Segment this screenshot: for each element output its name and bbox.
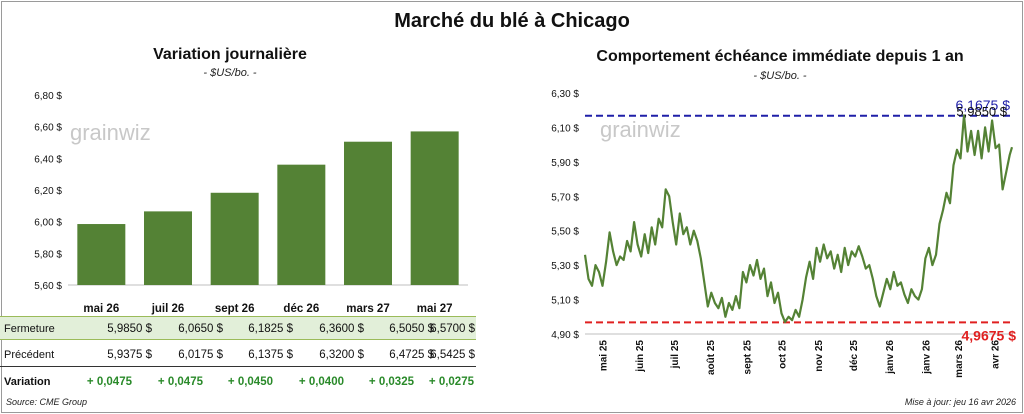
previous-row: Précédent 5,9375 $ 6,0175 $ 6,1375 $ 6,3… bbox=[0, 343, 476, 367]
y-tick-label: 5,30 $ bbox=[551, 261, 579, 272]
x-category-label: juil 26 bbox=[151, 303, 185, 315]
previous-row-label: Précédent bbox=[4, 349, 55, 361]
y-tick-label: 5,90 $ bbox=[551, 158, 579, 169]
bar-chart-unit: - $US/bo. - bbox=[203, 67, 257, 79]
x-category-label: déc 26 bbox=[283, 303, 319, 315]
close-cell: 6,5050 $ bbox=[389, 323, 434, 335]
y-tick-label: 5,10 $ bbox=[551, 296, 579, 307]
y-tick-label: 5,70 $ bbox=[551, 192, 579, 203]
previous-cell: 5,9375 $ bbox=[107, 349, 152, 361]
x-tick-label: mars 26 bbox=[954, 340, 965, 378]
max-label: 6,1675 $ bbox=[956, 97, 1011, 113]
y-tick-label: 6,40 $ bbox=[34, 154, 62, 165]
bar bbox=[144, 211, 192, 285]
y-tick-label: 6,30 $ bbox=[551, 89, 579, 100]
previous-cell: 6,4725 $ bbox=[389, 349, 434, 361]
x-tick-label: nov 25 bbox=[814, 340, 825, 372]
y-tick-label: 6,60 $ bbox=[34, 123, 62, 134]
min-label: 4,9675 $ bbox=[962, 327, 1017, 343]
bar bbox=[344, 141, 392, 285]
change-cell: + 0,0475 bbox=[157, 376, 203, 388]
close-cell: 6,1825 $ bbox=[248, 323, 293, 335]
change-row: Variation + 0,0475 + 0,0475 + 0,0450 + 0… bbox=[0, 370, 476, 394]
bar-chart: grainwiz 5,60 $ 5,80 $ 6,00 $ 6,20 $ 6,40 $ 6,… bbox=[34, 91, 468, 315]
watermark-logo: grainwiz bbox=[70, 120, 151, 145]
change-row-label: Variation bbox=[4, 376, 51, 388]
y-tick-label: 6,20 $ bbox=[34, 186, 62, 197]
previous-cell: 6,3200 $ bbox=[319, 349, 364, 361]
close-cell: 6,3600 $ bbox=[319, 323, 364, 335]
y-tick-label: 5,80 $ bbox=[34, 249, 62, 260]
updated-note: Mise à jour: jeu 16 avr 2026 bbox=[904, 397, 1016, 407]
bar bbox=[210, 192, 259, 285]
line-chart: grainwiz 4,90 $ 5,10 $ 5,30 $ 5,50 $ 5,70 $ 5,… bbox=[551, 89, 1017, 378]
main-title: Marché du blé à Chicago bbox=[394, 10, 630, 32]
watermark-logo: grainwiz bbox=[600, 117, 681, 142]
change-cell: + 0,0450 bbox=[227, 376, 273, 388]
x-tick-label: janv 26 bbox=[921, 340, 932, 375]
x-category-label: mai 26 bbox=[83, 303, 119, 315]
previous-cell: 6,0175 $ bbox=[178, 349, 223, 361]
x-category-label: mai 27 bbox=[417, 303, 453, 315]
price-line bbox=[583, 114, 1014, 324]
source-note: Source: CME Group bbox=[6, 397, 88, 407]
bar-chart-title: Variation journalière bbox=[153, 46, 307, 63]
y-tick-label: 6,10 $ bbox=[551, 123, 579, 134]
close-cell: 6,5700 $ bbox=[430, 323, 475, 335]
x-category-label: sept 26 bbox=[215, 303, 255, 315]
y-tick-label: 6,00 $ bbox=[34, 218, 62, 229]
close-cell: 6,0650 $ bbox=[178, 323, 223, 335]
line-chart-unit: - $US/bo. - bbox=[753, 70, 807, 82]
close-cell: 5,9850 $ bbox=[107, 323, 152, 335]
change-cell: + 0,0475 bbox=[86, 376, 132, 388]
last-price-label: 5,9850 $ bbox=[956, 104, 1007, 119]
line-chart-title: Comportement échéance immédiate depuis 1… bbox=[596, 48, 964, 65]
x-tick-label: déc 25 bbox=[849, 340, 860, 372]
bar bbox=[77, 224, 126, 285]
y-tick-label: 5,60 $ bbox=[34, 281, 62, 292]
previous-cell: 6,5425 $ bbox=[430, 349, 475, 361]
previous-cell: 6,1375 $ bbox=[248, 349, 293, 361]
x-tick-label: mai 25 bbox=[599, 340, 610, 372]
close-row-label: Fermeture bbox=[4, 323, 55, 335]
change-cell: + 0,0400 bbox=[298, 376, 344, 388]
x-tick-label: août 25 bbox=[706, 340, 717, 375]
y-tick-label: 4,90 $ bbox=[551, 330, 579, 341]
bar bbox=[277, 164, 326, 285]
change-cell: + 0,0275 bbox=[428, 376, 474, 388]
y-tick-label: 6,80 $ bbox=[34, 91, 62, 102]
x-tick-label: janv 26 bbox=[885, 340, 896, 375]
x-tick-label: sept 25 bbox=[742, 340, 753, 375]
y-tick-label: 5,50 $ bbox=[551, 227, 579, 238]
x-tick-label: juil 25 bbox=[670, 340, 681, 370]
x-category-label: mars 27 bbox=[346, 303, 389, 315]
change-cell: + 0,0325 bbox=[368, 376, 414, 388]
x-tick-label: oct 25 bbox=[778, 340, 789, 369]
close-row: Fermeture 5,9850 $ 6,0650 $ 6,1825 $ 6,3… bbox=[0, 316, 476, 340]
bar bbox=[410, 131, 459, 285]
x-tick-label: avr 26 bbox=[990, 340, 1001, 369]
x-tick-label: juin 25 bbox=[635, 340, 646, 373]
